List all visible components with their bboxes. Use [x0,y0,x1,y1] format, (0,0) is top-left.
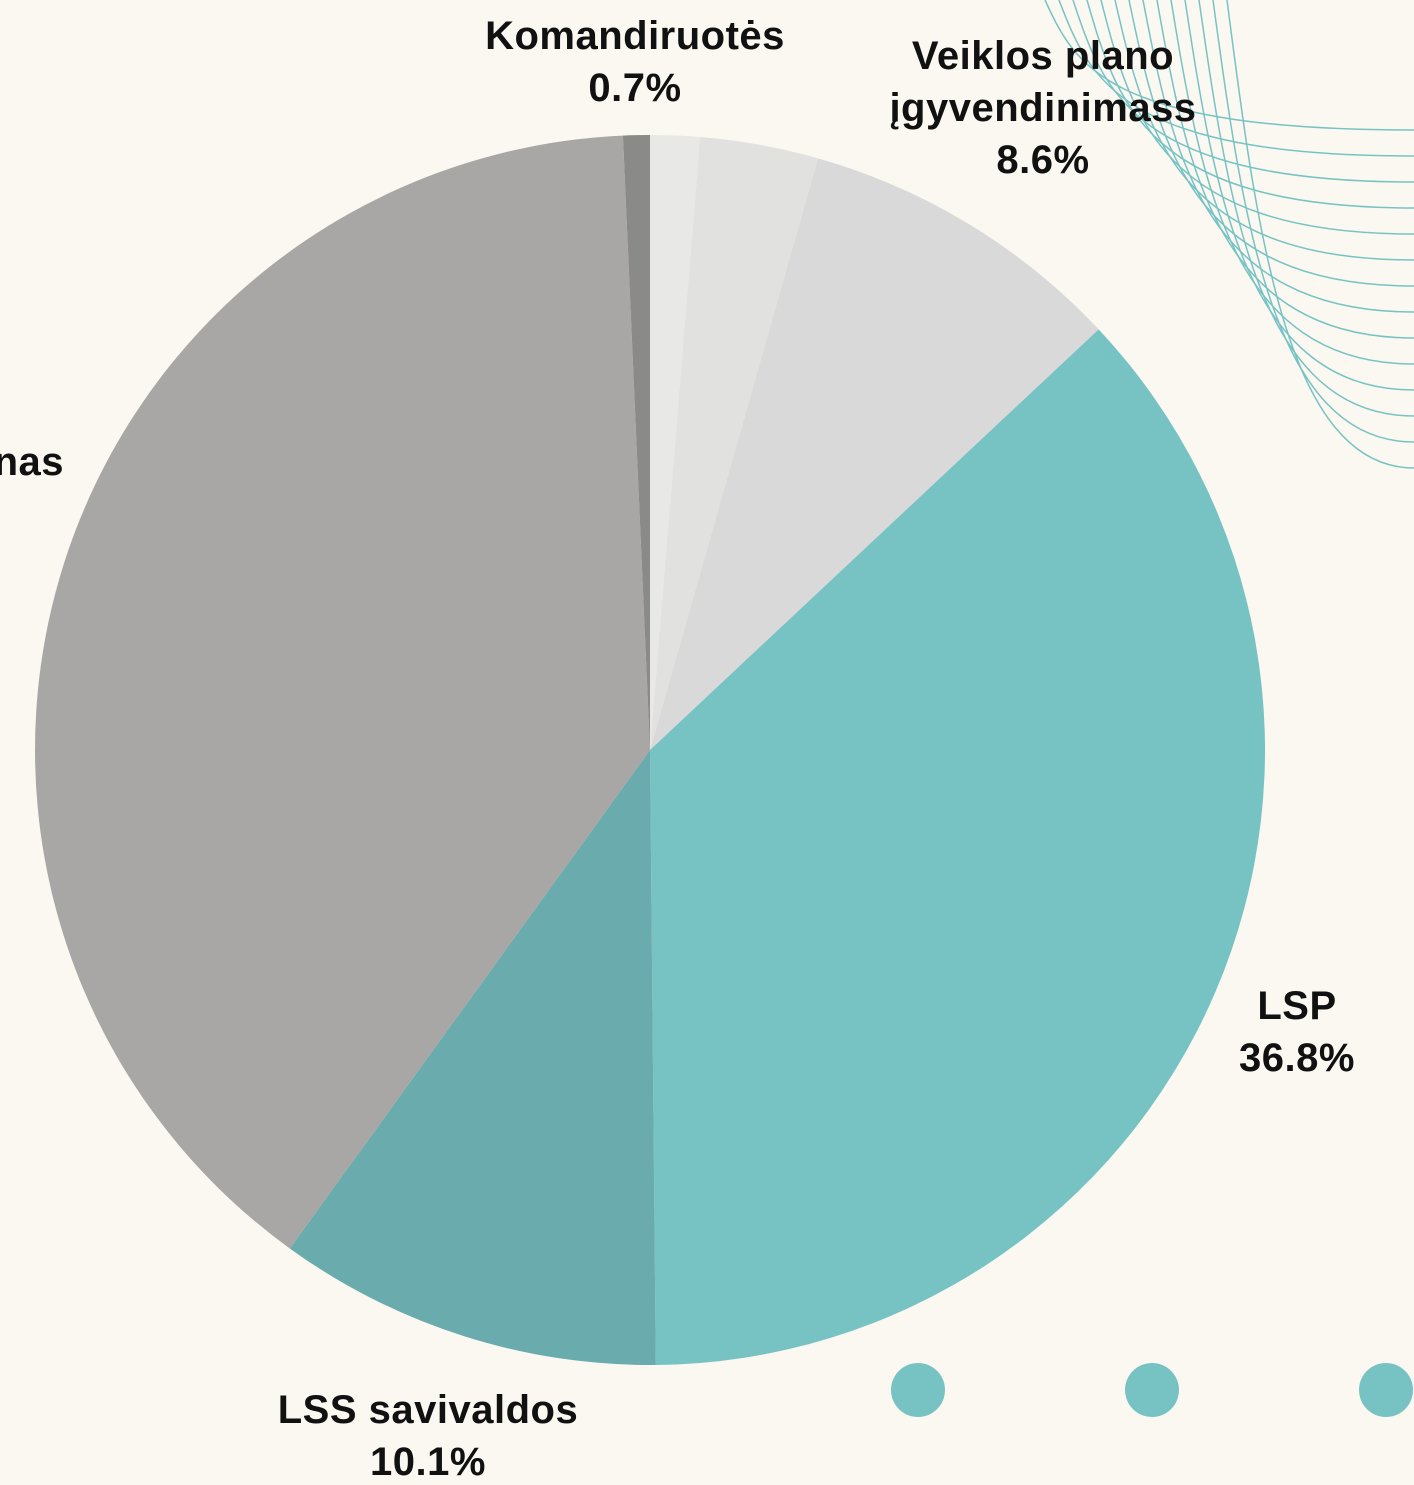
value-label: 8.6% [853,134,1233,186]
decoration-dot [1125,1363,1179,1417]
value-label: 0.7% [415,62,855,114]
slice-label: nas [0,436,64,488]
page: Veiklos plano įgyvendinimass8.6% LSP36.8%… [0,0,1414,1485]
chart [0,0,1414,1485]
decoration-dot [1359,1363,1413,1417]
decoration-dot [891,1363,945,1417]
category-label: nas [0,436,64,488]
category-label: LSP [1187,980,1407,1032]
category-label: LSS savivaldos [198,1384,658,1436]
value-label: 10.1% [198,1436,658,1485]
pie [35,135,1265,1365]
category-label: Veiklos plano įgyvendinimass [853,30,1233,134]
category-label: Komandiruotės [415,10,855,62]
value-label: 36.8% [1187,1032,1407,1084]
